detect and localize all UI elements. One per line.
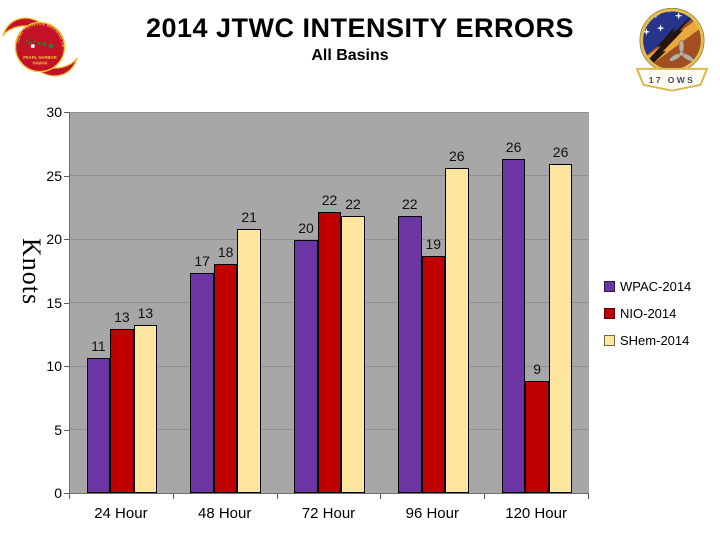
y-tick-label: 30 — [46, 104, 62, 120]
y-axis-title: Knots — [17, 238, 46, 306]
logo-center-dot — [30, 44, 35, 49]
bar — [190, 273, 214, 493]
bar-label: 26 — [505, 138, 522, 155]
y-tick-mark — [64, 112, 69, 113]
plot-area: 11 13 13 17 18 21 20 22 22 22 19 26 26 9 26 — [69, 111, 589, 494]
bar-label: 26 — [552, 144, 569, 161]
bar — [445, 167, 469, 493]
bar-label: 9 — [533, 361, 541, 378]
y-tick-label: 10 — [46, 358, 62, 374]
y-tick-mark — [64, 302, 69, 304]
y-tick-label: 25 — [46, 167, 62, 184]
propeller-icon — [669, 39, 694, 62]
jtwc-logo: JOINT TYPHOON WARNING CENTER PEARL HARBO… — [0, 0, 78, 77]
legend-item: SHem-2014 — [604, 331, 691, 349]
y-tick-label: 0 — [54, 485, 62, 501]
legend-label: SHem-2014 — [620, 332, 690, 348]
legend-item: WPAC-2014 — [604, 277, 691, 295]
x-tick-mark — [380, 494, 381, 499]
x-tick-mark — [69, 494, 70, 499]
hawaii-islands-icon — [25, 39, 54, 49]
x-tick-label: 72 Hour — [301, 505, 356, 522]
lightning-icon — [641, 10, 697, 69]
x-tick-label: 48 Hour — [198, 505, 252, 522]
bar-label: 11 — [91, 338, 106, 355]
x-tick-mark — [173, 494, 174, 499]
gridline — [70, 175, 589, 176]
bar-label: 13 — [114, 309, 130, 326]
jtwc-logo-line1: PEARL HARBOR — [23, 55, 57, 60]
legend-label: WPAC-2014 — [620, 278, 692, 294]
bar — [237, 228, 261, 493]
bar — [501, 159, 526, 493]
x-tick-mark — [277, 494, 278, 499]
legend-item: NIO-2014 — [604, 304, 691, 322]
legend: WPAC-2014 NIO-2014 SHem-2014 — [604, 277, 691, 358]
bar-label: 17 — [194, 253, 210, 270]
ows-banner-text: 17 OWS — [649, 75, 695, 85]
bar-label: 22 — [321, 192, 338, 209]
bar — [294, 240, 318, 493]
bar-label: 26 — [449, 147, 465, 164]
x-tick-mark — [484, 494, 485, 499]
x-tick-mark — [588, 494, 589, 499]
logo-banner — [636, 67, 708, 92]
y-tick-label: 5 — [54, 421, 62, 438]
bar — [317, 212, 342, 493]
bar — [110, 329, 134, 493]
bar-label: 19 — [425, 235, 442, 252]
y-tick-label: 15 — [46, 294, 62, 311]
x-tick-label: 96 Hour — [405, 505, 459, 522]
bar-label: 21 — [241, 208, 257, 225]
bar — [398, 216, 422, 493]
bar — [548, 164, 573, 493]
bar-label: 22 — [345, 196, 361, 213]
y-tick-mark — [64, 175, 69, 177]
x-tick-label: 120 Hour — [505, 505, 567, 522]
bar-label: 18 — [217, 244, 234, 261]
ows-logo: 17 OWS — [636, 7, 708, 92]
y-tick-label: 20 — [46, 231, 62, 247]
x-tick-label: 24 Hour — [94, 505, 148, 522]
y-tick-mark — [64, 366, 69, 367]
bar — [525, 381, 549, 493]
bar-label: 22 — [402, 196, 418, 213]
bar — [213, 264, 238, 493]
bar — [341, 216, 365, 493]
bar — [421, 255, 446, 493]
y-tick-mark — [64, 429, 69, 431]
legend-label: NIO-2014 — [620, 305, 677, 321]
legend-swatch — [604, 334, 615, 346]
jtwc-logo-line2: HAWAII — [33, 60, 48, 65]
page-subtitle: All Basins — [311, 47, 389, 64]
y-tick-mark — [64, 239, 69, 240]
legend-swatch — [604, 307, 615, 319]
y-tick-mark — [64, 493, 69, 494]
gridline — [70, 111, 589, 113]
bar-label: 13 — [137, 305, 154, 322]
bar — [133, 325, 158, 493]
bar — [86, 358, 111, 493]
bar-label: 20 — [298, 220, 314, 237]
page-title: 2014 JTWC INTENSITY ERRORS — [145, 13, 575, 43]
legend-swatch — [604, 280, 615, 292]
